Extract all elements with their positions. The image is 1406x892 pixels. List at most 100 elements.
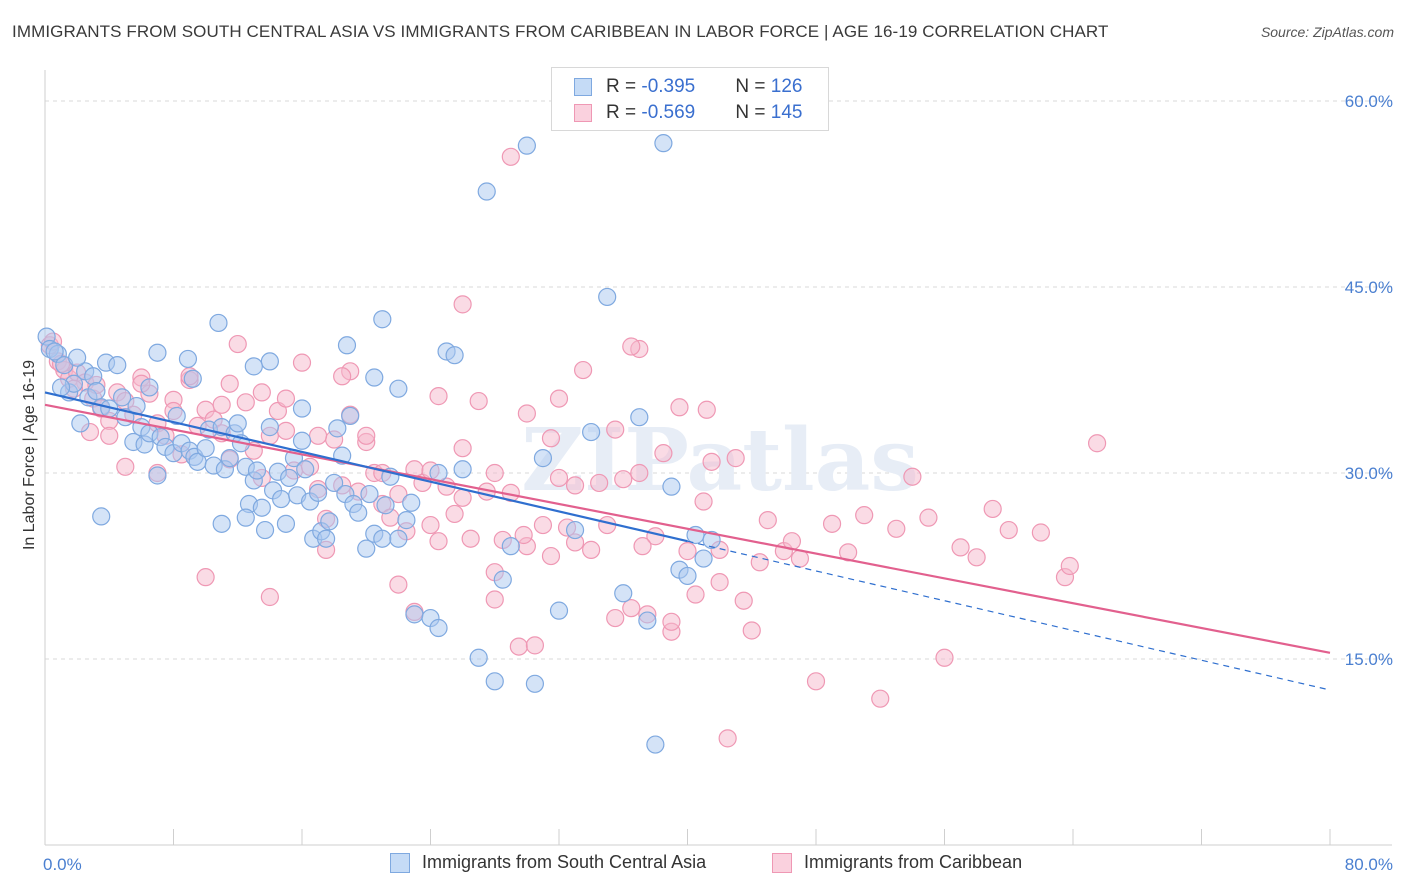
point-caribbean — [357, 426, 376, 445]
point-south-central-asia — [485, 672, 504, 691]
point-caribbean — [967, 548, 986, 567]
r-value: -0.395 — [641, 76, 696, 97]
point-caribbean — [445, 504, 464, 524]
point-south-central-asia — [296, 460, 315, 479]
point-caribbean — [935, 648, 954, 667]
point-south-central-asia — [183, 369, 202, 388]
point-caribbean — [686, 585, 705, 604]
point-caribbean — [469, 391, 488, 411]
point-caribbean — [100, 426, 119, 445]
point-south-central-asia — [148, 466, 167, 485]
point-south-central-asia — [316, 529, 336, 548]
trend-line-south-central-asia — [44, 391, 688, 543]
point-south-central-asia — [549, 601, 569, 620]
trend-lines — [44, 391, 1331, 691]
point-south-central-asia — [453, 460, 472, 479]
point-south-central-asia — [646, 735, 665, 754]
point-south-central-asia — [209, 313, 228, 333]
point-caribbean — [429, 532, 448, 551]
series-caribbean-points — [40, 147, 1107, 748]
point-south-central-asia — [108, 356, 127, 375]
point-caribbean — [461, 529, 480, 548]
point-south-central-asia — [501, 537, 520, 556]
point-caribbean — [670, 398, 689, 417]
y-tick-label: 45.0% — [1345, 278, 1393, 297]
point-caribbean — [633, 537, 652, 556]
point-caribbean — [501, 147, 520, 166]
point-south-central-asia — [167, 406, 186, 426]
point-caribbean — [718, 729, 737, 748]
point-caribbean — [903, 467, 922, 486]
legend-row-caribbean: R = -0.569 N = 145 — [574, 101, 802, 125]
point-caribbean — [999, 520, 1018, 540]
point-caribbean — [389, 484, 408, 504]
point-caribbean — [421, 515, 440, 535]
point-south-central-asia — [280, 468, 299, 488]
point-caribbean — [196, 568, 215, 587]
x-tick-label: 80.0% — [1345, 855, 1393, 874]
point-caribbean — [750, 553, 769, 572]
point-caribbean — [606, 608, 625, 628]
trend-line-caribbean — [44, 403, 1331, 654]
point-south-central-asia — [373, 310, 392, 329]
point-south-central-asia — [236, 508, 255, 527]
point-caribbean — [292, 353, 312, 372]
point-south-central-asia — [71, 414, 90, 433]
point-caribbean — [694, 492, 713, 511]
point-south-central-asia — [337, 336, 357, 355]
correlation-legend: R = -0.395 N = 126 R = -0.569 N = 145 — [551, 67, 829, 131]
y-tick-label: 60.0% — [1345, 92, 1393, 111]
point-caribbean — [742, 621, 761, 640]
point-caribbean — [806, 672, 826, 691]
point-south-central-asia — [92, 507, 111, 526]
point-caribbean — [276, 389, 296, 408]
point-caribbean — [919, 508, 938, 527]
point-caribbean — [212, 395, 231, 414]
point-caribbean — [614, 470, 633, 489]
point-south-central-asia — [84, 367, 103, 386]
point-south-central-asia — [292, 399, 312, 418]
point-caribbean — [582, 540, 601, 559]
point-caribbean — [116, 457, 135, 476]
x-tick-label: 0.0% — [43, 855, 82, 874]
source-credit: Source: ZipAtlas.com — [1260, 24, 1394, 40]
r-label: R = — [606, 76, 642, 97]
point-caribbean — [549, 389, 569, 408]
point-south-central-asia — [349, 503, 368, 522]
point-caribbean — [855, 506, 874, 525]
point-caribbean — [622, 599, 641, 618]
point-caribbean — [485, 590, 504, 609]
point-caribbean — [951, 538, 970, 557]
point-caribbean — [702, 452, 721, 471]
point-south-central-asia — [373, 529, 392, 548]
point-caribbean — [525, 636, 545, 655]
legend-item-caribbean: Immigrants from Caribbean — [772, 852, 1022, 873]
point-south-central-asia — [525, 674, 545, 693]
point-south-central-asia — [678, 566, 697, 586]
point-south-central-asia — [276, 514, 296, 533]
point-south-central-asia — [220, 449, 239, 468]
point-caribbean — [429, 387, 448, 406]
n-label: N = — [735, 76, 771, 97]
point-caribbean — [758, 511, 777, 530]
legend-swatch-blue — [574, 78, 592, 96]
point-south-central-asia — [252, 498, 271, 517]
point-south-central-asia — [477, 182, 496, 201]
point-south-central-asia — [328, 419, 347, 438]
point-south-central-asia — [402, 493, 421, 512]
point-south-central-asia — [614, 584, 633, 603]
point-caribbean — [533, 515, 553, 535]
point-south-central-asia — [68, 348, 87, 367]
legend-swatch-pink — [772, 852, 792, 873]
point-caribbean — [541, 546, 561, 566]
point-caribbean — [654, 444, 673, 463]
point-caribbean — [252, 383, 271, 402]
point-caribbean — [983, 499, 1002, 519]
point-caribbean — [389, 575, 408, 594]
point-south-central-asia — [308, 483, 328, 502]
point-caribbean — [260, 587, 279, 607]
point-south-central-asia — [140, 378, 159, 397]
point-south-central-asia — [376, 496, 395, 515]
point-south-central-asia — [533, 449, 553, 468]
point-south-central-asia — [517, 136, 536, 155]
